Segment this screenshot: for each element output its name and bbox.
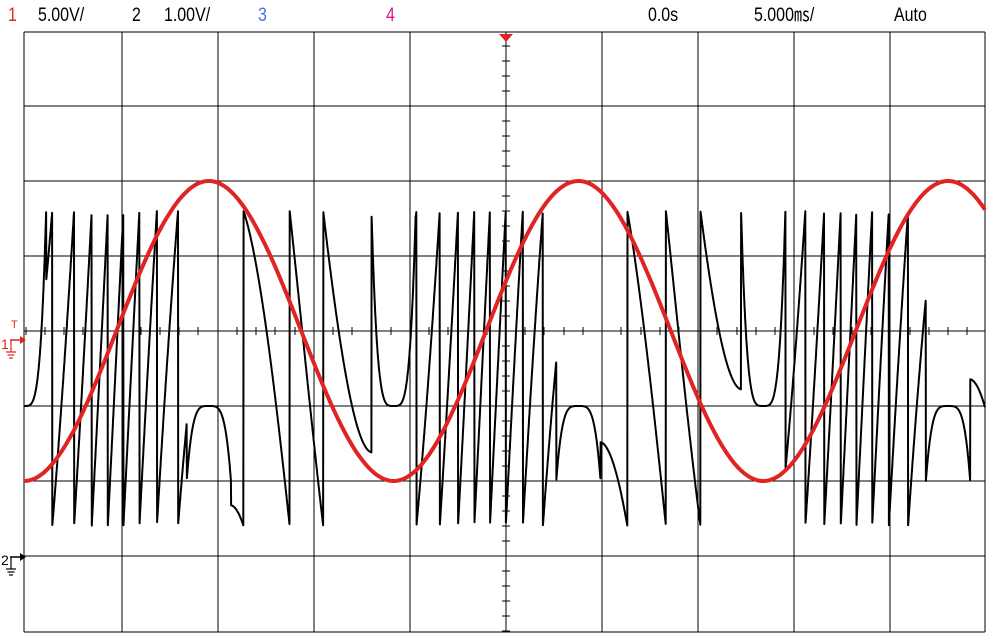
- trigger-mode[interactable]: Auto: [894, 5, 927, 26]
- ch1-ground-label: 1: [1, 336, 9, 352]
- ch2-number[interactable]: 2: [132, 5, 141, 26]
- ch2-ground-label: 2: [1, 552, 9, 568]
- ch1-number[interactable]: 1: [8, 5, 17, 26]
- status-bar: 1 5.00V/ 2 1.00V/ 3 4 0.0s 5.000㎳/ Auto: [0, 0, 989, 32]
- ch4-number[interactable]: 4: [386, 5, 395, 26]
- ch2-ground-icon[interactable]: [6, 553, 26, 576]
- ch2-trace: [23, 210, 986, 527]
- ch1-ground-icon[interactable]: [6, 336, 26, 359]
- markers: T 1 2: [1, 34, 513, 576]
- time-delay[interactable]: 0.0s: [648, 5, 679, 26]
- trigger-level-label: T: [11, 319, 18, 331]
- waveform-traces: [23, 179, 987, 527]
- ch2-scale[interactable]: 1.00V/: [164, 5, 211, 26]
- time-scale[interactable]: 5.000㎳/: [754, 5, 815, 26]
- ch3-number[interactable]: 3: [258, 5, 267, 26]
- ch1-trace: [23, 179, 987, 483]
- ch1-scale[interactable]: 5.00V/: [38, 5, 85, 26]
- trigger-position-marker[interactable]: [499, 34, 513, 42]
